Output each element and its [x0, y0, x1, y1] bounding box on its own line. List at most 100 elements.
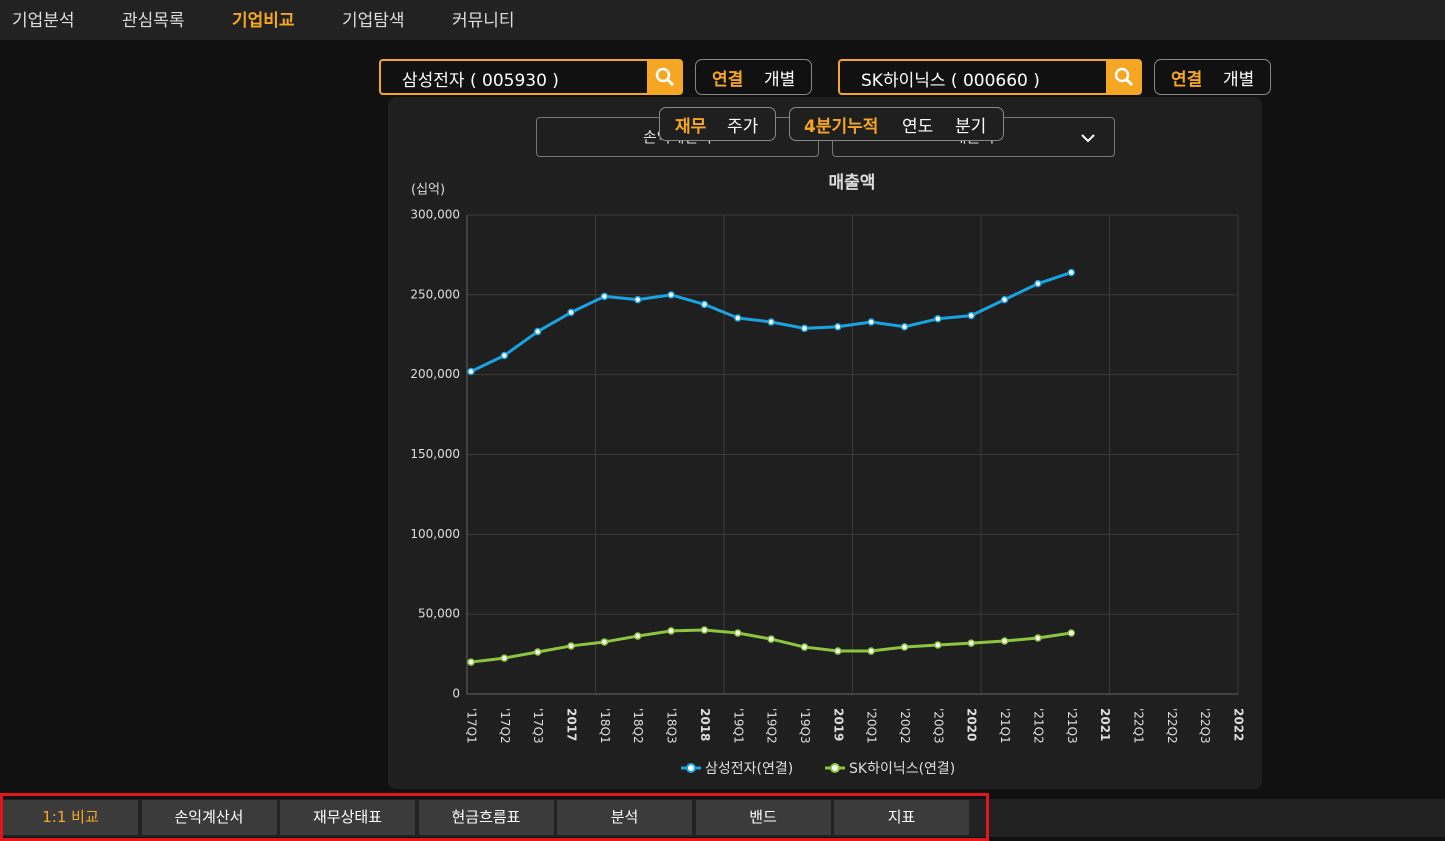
- highlight-box: [0, 793, 989, 841]
- legend-marker: [686, 763, 696, 773]
- data-point: [467, 658, 475, 666]
- toggle-option[interactable]: 개별: [764, 70, 796, 90]
- x-tick-label: '18Q3: [665, 708, 679, 744]
- data-point: [567, 642, 575, 650]
- period-popup: 4분기누적 연도 분기: [789, 107, 1004, 141]
- data-point: [533, 648, 542, 656]
- data-point: [967, 639, 975, 647]
- y-tick-label: 100,000: [410, 527, 460, 541]
- data-point: [867, 318, 875, 326]
- tab[interactable]: 현금흐름표: [418, 800, 556, 835]
- x-tick-label: '22Q2: [1165, 708, 1179, 744]
- tab[interactable]: 손익계산서: [141, 800, 279, 835]
- tab[interactable]: 분석: [557, 800, 694, 835]
- y-tick-label: 150,000: [410, 447, 460, 461]
- x-tick-label: '19Q3: [798, 708, 812, 744]
- x-tick-label: '19Q2: [765, 708, 779, 744]
- x-tick-label: '17Q3: [531, 708, 545, 744]
- data-point: [600, 638, 609, 646]
- data-point: [633, 632, 642, 640]
- search-box[interactable]: SK하이닉스 ( 000660 ): [838, 59, 1142, 95]
- x-tick-label: '20Q1: [865, 708, 879, 744]
- data-point: [467, 367, 475, 376]
- x-tick-label: '17Q2: [498, 708, 512, 744]
- data-point: [567, 308, 575, 317]
- tab[interactable]: 1:1 비교: [3, 800, 140, 835]
- search-box[interactable]: 삼성전자 ( 005930 ): [379, 59, 683, 95]
- data-type-popup: 재무 주가: [659, 107, 776, 141]
- search-button[interactable]: [1106, 60, 1141, 94]
- x-tick-label: 2022: [1232, 708, 1246, 741]
- data-point: [500, 654, 509, 662]
- y-tick-label: 0: [452, 687, 460, 701]
- data-point: [834, 647, 842, 655]
- chart: 매출액 (십억) 0 50,000 100,000 150,000 200,000 250…: [410, 173, 1246, 777]
- x-tick-label: '21Q2: [1031, 708, 1045, 744]
- data-point: [734, 629, 742, 637]
- x-tick-label: 2020: [965, 708, 979, 741]
- data-point: [900, 643, 909, 651]
- data-point: [934, 315, 942, 323]
- data-point: [700, 300, 709, 309]
- data-point: [734, 314, 742, 322]
- top-nav: 기업분석 관심목록 기업비교 기업탐색 커뮤니티: [0, 0, 1445, 40]
- popup-option[interactable]: 연도: [902, 117, 934, 137]
- legend-label: 삼성전자(연결): [705, 761, 793, 777]
- data-point: [800, 643, 809, 651]
- toggle-option[interactable]: 연결: [1171, 70, 1203, 90]
- tab[interactable]: 재무상태표: [280, 800, 417, 835]
- popup-option[interactable]: 분기: [955, 117, 987, 137]
- y-axis-label: (십억): [411, 183, 445, 198]
- nav-item[interactable]: 기업분석: [12, 11, 75, 31]
- legend-marker: [830, 763, 840, 773]
- consolidation-toggle: 연결 개별: [1154, 59, 1271, 95]
- data-point: [800, 324, 809, 333]
- data-point: [1000, 295, 1009, 304]
- x-tick-label: '18Q2: [631, 708, 645, 744]
- popup-option[interactable]: 재무: [675, 117, 707, 137]
- data-point: [1000, 637, 1009, 645]
- x-tick-label: '21Q3: [1065, 708, 1079, 744]
- consolidation-toggle: 연결 개별: [695, 59, 812, 95]
- x-tick-label: 2018: [698, 708, 712, 741]
- x-tick-label: 2019: [831, 708, 845, 741]
- data-point: [867, 647, 875, 655]
- data-point: [967, 311, 975, 320]
- nav-item[interactable]: 커뮤니티: [452, 11, 515, 31]
- data-point: [900, 323, 909, 331]
- toggle-option[interactable]: 연결: [712, 70, 744, 90]
- x-tick-label: '22Q3: [1198, 708, 1212, 744]
- data-point: [1067, 268, 1076, 277]
- data-point: [1034, 279, 1042, 288]
- data-point: [700, 626, 709, 634]
- search-button[interactable]: [647, 60, 682, 94]
- toggle-option[interactable]: 개별: [1223, 70, 1255, 90]
- legend-label: SK하이닉스(연결): [849, 761, 955, 777]
- x-tick-label: '19Q1: [731, 708, 745, 744]
- data-point: [1067, 629, 1076, 637]
- data-point: [633, 295, 642, 304]
- data-point: [767, 635, 775, 643]
- data-point: [533, 327, 542, 336]
- tab[interactable]: 밴드: [695, 800, 833, 835]
- y-tick-label: 300,000: [410, 208, 460, 222]
- x-tick-label: '20Q2: [898, 708, 912, 744]
- x-tick-label: '18Q1: [598, 708, 612, 744]
- data-point: [934, 641, 942, 649]
- x-tick-label: '17Q1: [465, 708, 479, 744]
- popup-option[interactable]: 4분기누적: [804, 117, 879, 137]
- data-point: [767, 318, 775, 326]
- x-tick-label: 2021: [1098, 708, 1112, 741]
- data-point: [834, 323, 842, 331]
- y-tick-label: 250,000: [410, 287, 460, 301]
- x-tick-label: '21Q1: [998, 708, 1012, 744]
- company-name: 삼성전자 ( 005930 ): [402, 71, 559, 91]
- nav-item[interactable]: 기업비교: [232, 11, 295, 31]
- data-point: [500, 351, 509, 360]
- popup-option[interactable]: 주가: [727, 117, 759, 137]
- nav-item[interactable]: 관심목록: [122, 11, 185, 31]
- company-name: SK하이닉스 ( 000660 ): [861, 71, 1040, 91]
- tab[interactable]: 지표: [834, 800, 971, 835]
- nav-item[interactable]: 기업탐색: [342, 11, 405, 31]
